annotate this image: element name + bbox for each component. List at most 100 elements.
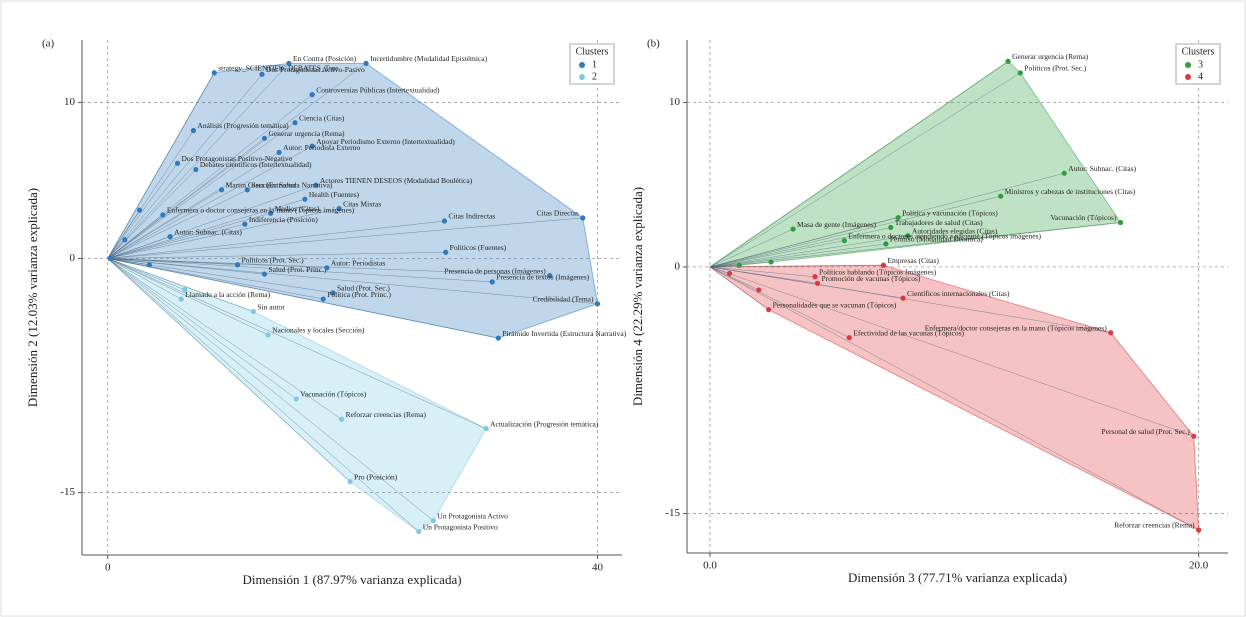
point-label: Enfermera o doctor consejeras en la mano… xyxy=(167,206,355,215)
point-label: Citas Indirectas xyxy=(448,212,495,221)
point xyxy=(756,287,762,293)
point xyxy=(261,271,268,277)
ray xyxy=(709,266,759,291)
ray xyxy=(107,209,140,259)
ray xyxy=(107,212,271,259)
point xyxy=(286,60,292,67)
point-label: Ministros y cabezas de instituciones (Ci… xyxy=(1005,187,1136,196)
point xyxy=(107,255,113,262)
point xyxy=(122,237,128,243)
point-label: Autor: Subnac. (Citas) xyxy=(174,227,242,236)
point-label: Actualización (Progresión temática) xyxy=(490,419,599,428)
ray xyxy=(107,72,215,259)
legend-box xyxy=(569,43,615,85)
point-label: Política (Prot. Princ.) xyxy=(327,290,391,299)
ray xyxy=(709,266,730,274)
point-label: Salud (Prot. Princ.) xyxy=(268,265,326,274)
point-label: Presencia de textos (Imágenes) xyxy=(496,273,590,282)
point xyxy=(594,301,601,307)
x-tick-label: 0.0 xyxy=(703,560,717,572)
point xyxy=(160,212,166,218)
point xyxy=(267,210,274,216)
y-tick-label: 10 xyxy=(64,96,76,108)
ray xyxy=(107,258,493,283)
ray xyxy=(107,258,254,312)
point xyxy=(1191,433,1197,439)
panel-label: (a) xyxy=(42,38,55,50)
ray xyxy=(107,258,324,300)
point-label: Políticos (Prot. Sec.) xyxy=(242,255,305,264)
ray xyxy=(107,236,171,259)
point-label: Apoyar Periodismo Externo (Intertextuali… xyxy=(316,137,455,146)
point xyxy=(1005,58,1011,64)
ray xyxy=(709,235,908,268)
point-label: Indiferencia (Posición) xyxy=(249,215,318,224)
point xyxy=(313,182,319,188)
ray xyxy=(709,266,1199,531)
ray xyxy=(107,208,340,259)
point xyxy=(580,215,586,221)
point-label: Dos Protagonistas Activo-Pasivo xyxy=(266,65,365,74)
ray xyxy=(107,189,248,259)
point xyxy=(416,528,422,535)
point xyxy=(276,149,282,155)
point-label: Reforzar creencias (Rema) xyxy=(1114,521,1195,530)
point xyxy=(193,166,199,173)
point-label: Citas Mixtas xyxy=(343,199,381,208)
point-label: Controversias Públicas (Intertextualidad… xyxy=(316,85,440,94)
x-tick-label: 20.0 xyxy=(1189,560,1209,572)
point xyxy=(261,135,268,141)
point-label: Masa de gente (Imágenes) xyxy=(797,220,876,229)
point xyxy=(250,308,257,315)
ray xyxy=(709,61,1009,268)
point xyxy=(190,127,197,134)
point-label: Presencia de personas (Imágenes) xyxy=(444,266,546,275)
ray xyxy=(709,266,1194,437)
ray xyxy=(709,266,1111,333)
legend-marker xyxy=(579,74,585,80)
point-label: Health (Fuentes) xyxy=(309,190,360,199)
ray xyxy=(709,72,1021,268)
point xyxy=(814,280,821,286)
point xyxy=(1196,527,1202,533)
ray xyxy=(107,214,163,259)
point xyxy=(790,226,796,232)
ray xyxy=(107,251,446,259)
point xyxy=(905,233,911,239)
point-label: Pro (Posición) xyxy=(354,472,398,481)
point xyxy=(302,196,308,202)
ray xyxy=(709,222,1121,268)
ray xyxy=(107,169,197,259)
ray xyxy=(107,258,269,336)
point-label: Reforzar creencias (Rema) xyxy=(346,410,427,419)
legend-label: 1 xyxy=(592,59,597,70)
point-label: Política y vacunación (Tópicos) xyxy=(902,208,998,217)
point-label: Autor: Periodistas xyxy=(331,259,385,268)
ray xyxy=(709,195,1001,268)
point-label: Credibilidad (Tema) xyxy=(533,294,594,303)
point-label: Autor: Subnac. (Citas) xyxy=(1068,164,1136,173)
ray xyxy=(107,258,150,265)
legend-title: Clusters xyxy=(1182,46,1215,57)
legend-marker xyxy=(579,62,585,68)
point-label: Dos Protagonistas Positivo-Negativo xyxy=(182,154,293,163)
point-label: Enfermera/doctor consejeras en la mano (… xyxy=(925,323,1108,332)
y-tick-label: 0 xyxy=(675,260,681,272)
x-axis-label: Dimensión 3 (77.71% varianza explicada) xyxy=(848,570,1067,585)
ray xyxy=(107,258,185,290)
ray xyxy=(107,258,297,400)
ray xyxy=(107,223,245,259)
point xyxy=(441,218,448,224)
ray xyxy=(107,152,280,259)
point-label: Empresas (Citas) xyxy=(887,256,939,265)
ray xyxy=(107,198,305,259)
point xyxy=(178,296,184,302)
point-label: Autor: Periodista Externo xyxy=(283,143,360,152)
point-label: Citas Directas xyxy=(537,209,579,218)
point-label: Nacionales y locales (Sección) xyxy=(272,326,365,335)
ray xyxy=(107,189,222,259)
ray xyxy=(107,138,265,259)
point-label: Políticos (Prot. Sec.) xyxy=(1024,64,1087,73)
point xyxy=(146,262,152,268)
